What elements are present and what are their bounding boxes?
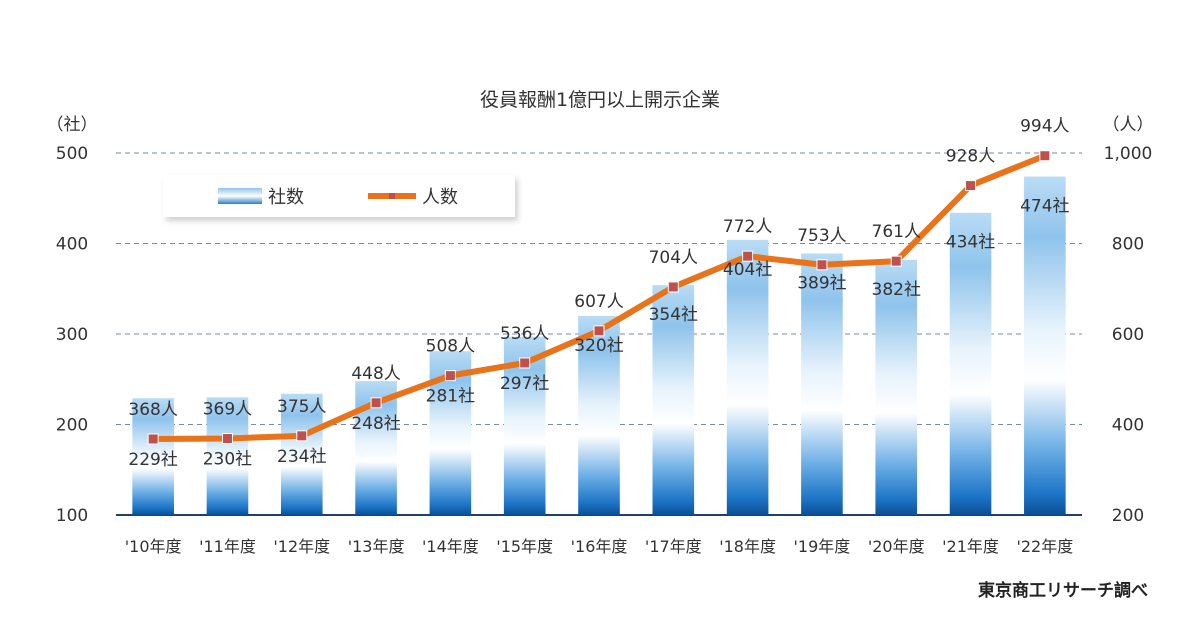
x-tick-label: '16年度 [571, 537, 628, 556]
y-right-tick-label: 600 [1112, 325, 1144, 345]
line-value-label: 448人 [351, 364, 400, 384]
y-right-tick-label: 800 [1112, 235, 1144, 255]
line-point [221, 433, 233, 445]
x-tick-label: '21年度 [942, 537, 999, 556]
line-value-labels: 368人 369人 375人 448人 508人 536人 607人 704人 772人 753人… [128, 117, 1069, 420]
line-value-label: 753人 [797, 226, 846, 246]
bar [578, 315, 620, 515]
bar-value-label: 474社 [1020, 197, 1069, 217]
x-tick-label: '15年度 [496, 537, 553, 556]
bar [652, 285, 695, 515]
line-point [370, 397, 382, 409]
line-point [296, 430, 308, 442]
line-point [965, 180, 977, 192]
y-left-tick-label: 100 [56, 506, 88, 526]
bar-value-label: 248社 [351, 414, 400, 434]
line-point [519, 357, 531, 369]
line-value-label: 375人 [277, 397, 326, 417]
x-tick-label: '12年度 [273, 537, 330, 556]
line-value-label: 607人 [574, 292, 623, 312]
bar [132, 398, 174, 515]
line-point [890, 255, 902, 267]
y-right-tick-label: 200 [1112, 506, 1144, 526]
bar-value-label: 297社 [500, 374, 549, 394]
chart-title: 役員報酬1億円以上開示企業 [480, 89, 720, 111]
x-tick-label: '18年度 [719, 537, 776, 556]
legend-bar-label: 社数 [268, 187, 304, 208]
legend-line-marker [389, 193, 395, 199]
legend-line-label: 人数 [422, 187, 458, 208]
bar-value-label: 354社 [649, 305, 698, 325]
x-tick-label: '20年度 [868, 537, 925, 556]
line-value-label: 536人 [500, 324, 549, 344]
y-left-tick-label: 300 [56, 325, 88, 345]
x-tick-label: '19年度 [794, 537, 851, 556]
bar-value-labels: 229社 230社 234社 248社 281社 297社 320社 354社 404社 389社… [128, 197, 1069, 470]
y-left-tick-label: 400 [56, 235, 88, 255]
bar [206, 397, 249, 515]
bar [726, 239, 769, 515]
source-note: 東京商工リサーチ調べ [978, 581, 1148, 601]
bar-value-label: 281社 [426, 387, 475, 407]
line-point [444, 370, 456, 382]
line-value-label: 368人 [128, 400, 177, 420]
line-point [667, 281, 679, 293]
legend-box [163, 175, 515, 217]
bar-value-label: 234社 [277, 447, 326, 467]
x-tick-label: '17年度 [645, 537, 702, 556]
line-value-label: 994人 [1020, 117, 1069, 137]
bar-value-label: 230社 [203, 450, 252, 470]
y-right-tick-label: 400 [1112, 416, 1144, 436]
bar-value-label: 229社 [128, 450, 177, 470]
line-value-label: 704人 [649, 248, 698, 268]
bar-value-label: 382社 [872, 280, 921, 300]
line-value-label: 928人 [946, 147, 995, 167]
y-left-axis: 100 200 300 400 500 [56, 144, 88, 526]
bar-value-label: 404社 [723, 260, 772, 280]
legend: 社数 人数 [163, 175, 515, 217]
line-value-label: 761人 [872, 222, 921, 242]
y-right-axis: 200 400 600 800 1,000 [1104, 144, 1153, 526]
bar [801, 253, 843, 515]
y-left-unit: （社） [47, 115, 98, 135]
bar-value-label: 434社 [946, 233, 995, 253]
bar [1024, 176, 1066, 515]
line-point [147, 433, 159, 445]
x-tick-label: '11年度 [199, 537, 256, 556]
x-tick-label: '14年度 [422, 537, 479, 556]
x-tick-label: '22年度 [1016, 537, 1073, 556]
line-point [1039, 150, 1051, 162]
line-value-label: 508人 [426, 337, 475, 357]
x-axis: '10年度 '11年度 '12年度 '13年度 '14年度 '15年度 '16年度 '17年度… [125, 537, 1073, 556]
x-tick-label: '13年度 [348, 537, 405, 556]
line-series [147, 150, 1051, 445]
y-right-unit: （人） [1103, 115, 1154, 135]
bar-value-label: 320社 [574, 336, 623, 356]
line-point [742, 250, 754, 262]
line-point [593, 325, 605, 337]
x-tick-label: '10年度 [125, 537, 182, 556]
bar [280, 393, 323, 515]
line-value-label: 772人 [723, 217, 772, 237]
legend-bar-swatch [218, 188, 262, 204]
y-right-tick-label: 1,000 [1104, 144, 1153, 164]
bar [949, 212, 992, 516]
y-left-tick-label: 500 [56, 144, 88, 164]
line-point [816, 259, 828, 271]
bar [875, 259, 918, 515]
y-left-tick-label: 200 [56, 416, 88, 436]
bar-value-label: 389社 [797, 273, 846, 293]
line-value-label: 369人 [203, 400, 252, 420]
